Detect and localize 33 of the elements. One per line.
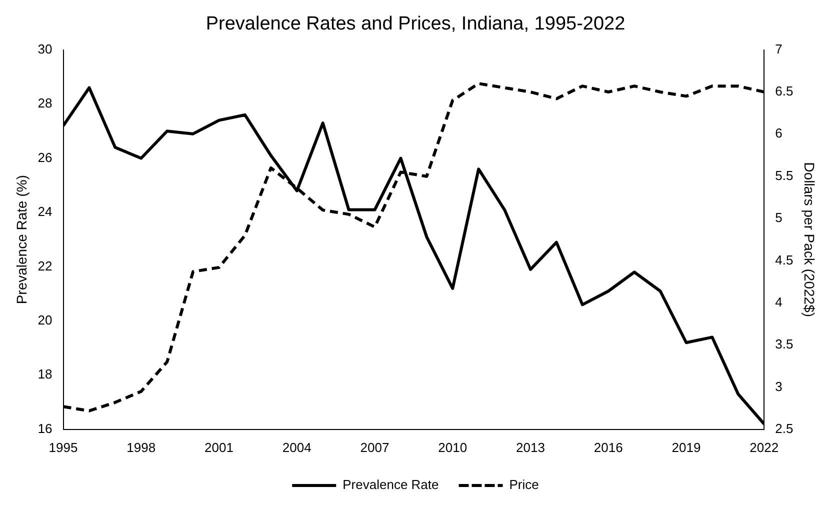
y2-tick-label: 7: [775, 41, 782, 56]
y2-tick-label: 2.5: [775, 420, 794, 436]
y2-tick-label: 3: [775, 378, 782, 394]
y-tick-label: 16: [38, 420, 52, 436]
x-tick-label: 1995: [48, 440, 78, 455]
y2-tick-label: 4.5: [775, 252, 794, 268]
x-tick-label: 2022: [750, 440, 779, 455]
legend-label: Price: [509, 477, 539, 492]
y2-tick-label: 6.5: [775, 84, 794, 99]
y2-tick-label: 6: [775, 126, 782, 141]
y-tick-label: 20: [38, 312, 52, 328]
y-tick-label: 28: [38, 96, 52, 111]
y-tick-label: 30: [38, 41, 52, 56]
y2-tick-label: 4: [775, 294, 782, 310]
legend-label: Prevalence Rate: [342, 477, 439, 492]
x-tick-label: 1998: [126, 440, 156, 455]
x-tick-label: 2007: [360, 440, 390, 455]
y-tick-label: 18: [38, 366, 52, 382]
y2-tick-label: 3.5: [775, 336, 794, 352]
y2-tick-label: 5.5: [775, 168, 794, 183]
x-tick-label: 2016: [594, 440, 623, 455]
x-tick-label: 2019: [672, 440, 701, 455]
x-tick-label: 2013: [516, 440, 545, 455]
chart-title: Prevalence Rates and Prices, Indiana, 1995-2022: [206, 14, 626, 35]
x-tick-label: 2004: [282, 440, 312, 455]
x-tick-label: 2001: [204, 440, 234, 455]
y2-axis-title: Dollars per Pack (2022$): [802, 162, 818, 318]
y-tick-label: 22: [38, 258, 52, 274]
y2-tick-label: 5: [775, 210, 782, 226]
y-tick-label: 24: [38, 204, 52, 220]
x-tick-label: 2010: [438, 440, 468, 455]
y-tick-label: 26: [38, 150, 52, 165]
y-axis-title: Prevalence Rate (%): [13, 175, 30, 304]
